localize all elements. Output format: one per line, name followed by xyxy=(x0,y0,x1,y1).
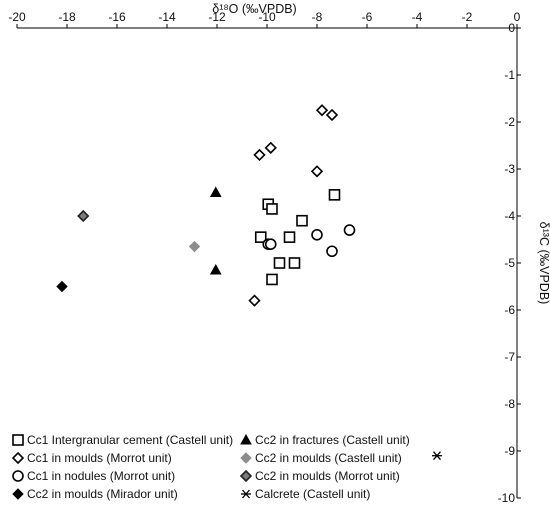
legend-label: Cc1 Intergranular cement (Castell unit) xyxy=(27,433,233,447)
legend-marker-hatched-diamond xyxy=(239,469,253,483)
legend-label: Cc2 in moulds (Castell unit) xyxy=(255,451,402,465)
y-tick-label: -8 xyxy=(504,397,515,411)
y-tick-label: 0 xyxy=(508,21,515,35)
data-point-filled-diamond xyxy=(56,280,68,293)
legend-label: Cc2 in moulds (Morrot unit) xyxy=(255,469,400,483)
x-tick-label: -6 xyxy=(362,10,373,24)
data-point-open-circle xyxy=(343,224,356,236)
data-point-open-square xyxy=(296,214,308,227)
x-tick-label: -10 xyxy=(258,10,276,24)
y-tick-label: -9 xyxy=(504,444,515,458)
data-point-open-square xyxy=(266,203,278,215)
legend-label: Cc2 in moulds (Mirador unit) xyxy=(27,487,178,501)
data-point-open-diamond xyxy=(325,108,339,122)
legend-label: Cc2 in fractures (Castell unit) xyxy=(255,433,410,447)
y-tick-label: -1 xyxy=(504,68,515,82)
data-point-open-diamond xyxy=(310,165,324,178)
data-point-open-square xyxy=(288,257,301,269)
legend-marker-open-circle xyxy=(12,470,24,482)
legend-marker-open-square xyxy=(12,434,24,446)
data-point-open-diamond xyxy=(248,294,261,307)
legend-marker-filled-diamond xyxy=(12,488,24,500)
data-point-open-square xyxy=(283,231,296,243)
data-point-open-diamond xyxy=(264,141,277,154)
legend-marker-gray-diamond xyxy=(240,452,252,464)
x-tick-label: -18 xyxy=(58,10,76,24)
data-point-open-diamond xyxy=(253,148,266,162)
data-point-open-circle xyxy=(326,245,338,258)
legend-marker-asterisk xyxy=(241,489,251,499)
y-tick-label: -3 xyxy=(504,162,515,176)
legend-label: Cc1 in moulds (Morrot unit) xyxy=(27,451,172,465)
data-point-open-square xyxy=(254,231,267,243)
data-point-filled-triangle xyxy=(209,186,222,197)
data-point-open-square xyxy=(328,189,341,201)
data-point-open-circle xyxy=(311,229,323,241)
data-point-open-circle xyxy=(264,238,277,250)
data-point-open-square xyxy=(266,273,278,286)
x-tick-label: 0 xyxy=(514,10,521,24)
x-tick-label: -16 xyxy=(108,10,126,24)
y-tick-label: -10 xyxy=(498,491,516,505)
x-tick-label: -4 xyxy=(412,10,423,24)
axes xyxy=(16,24,521,499)
x-tick-label: -12 xyxy=(208,10,226,24)
data-point-open-diamond xyxy=(315,104,329,117)
legend-marker-filled-triangle xyxy=(240,433,252,445)
y-tick-label: -2 xyxy=(504,115,515,129)
x-tick-label: -8 xyxy=(312,10,323,24)
y-tick-label: -7 xyxy=(504,350,515,364)
data-point-gray-diamond xyxy=(188,240,201,253)
data-point-open-square xyxy=(273,257,286,269)
x-axis-title: δ¹⁸O (‰VPDB) xyxy=(212,2,296,16)
legend-marker-open-diamond xyxy=(11,451,25,465)
y-axis-title: δ¹³C (‰VPDB) xyxy=(537,222,550,305)
legend-label: Calcrete (Castell unit) xyxy=(255,487,370,501)
tick-labels: -20 -18 -16 -14 -12 -10 -8 -6 -4 -2 00-1-2-3-4-5-6… xyxy=(8,10,520,505)
x-tick-label: -20 xyxy=(8,10,26,24)
x-tick-label: -2 xyxy=(462,10,473,24)
data-point-filled-triangle xyxy=(209,264,222,275)
y-tick-label: -6 xyxy=(504,303,515,317)
data-points xyxy=(56,104,442,461)
y-tick-label: -4 xyxy=(504,209,515,223)
data-point-hatched-diamond xyxy=(77,209,90,223)
data-point-asterisk xyxy=(432,451,442,461)
legend: Cc1 Intergranular cement (Castell unit) C… xyxy=(11,433,410,501)
x-tick-label: -14 xyxy=(158,10,176,24)
legend-label: Cc1 in nodules (Morrot unit) xyxy=(27,469,175,483)
y-tick-label: -5 xyxy=(504,256,515,270)
